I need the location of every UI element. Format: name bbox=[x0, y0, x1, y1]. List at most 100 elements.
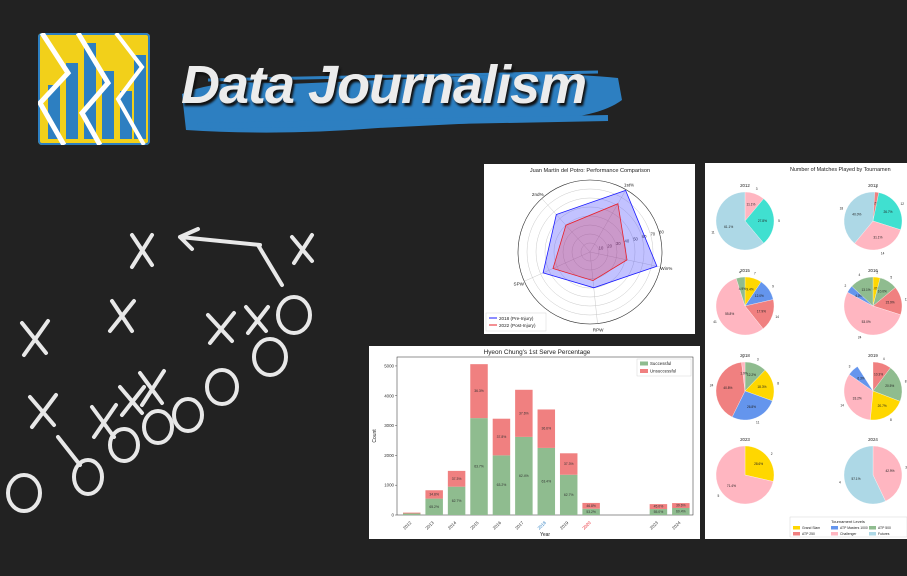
x-tick-label: 2020 bbox=[581, 520, 592, 531]
pie-count-label: 8 bbox=[890, 418, 892, 422]
pie-2015: 2015 9.4% 7 12.0% 9 17.9% 14 55.8% 41 4.9% 4 bbox=[713, 268, 779, 336]
pie-slice bbox=[744, 198, 775, 244]
pie-count-label: 7 bbox=[754, 271, 756, 275]
pie-count-label: 41 bbox=[713, 320, 717, 324]
legend-2022: 2022 (Post-Injury) bbox=[499, 323, 536, 328]
pie-2023: 2023 28.6% 2 71.4% 5 bbox=[715, 437, 775, 505]
pie-2016: 2016 4.0% 2 10.0% 5 15.9% 11 53.0% 24 4.0% 2 13.1% 4 bbox=[843, 268, 907, 339]
pie-slice bbox=[843, 191, 875, 244]
pie-pct-label: 57.1% bbox=[852, 477, 861, 481]
legend-successful: Successful bbox=[650, 361, 671, 366]
pie-pct-label: 6.3% bbox=[857, 376, 864, 380]
radar-series-0 bbox=[542, 189, 658, 289]
pie-2024: 2024 42.9% 3 57.1% 4 bbox=[839, 437, 907, 505]
legend-title: Tournament Levels bbox=[831, 519, 865, 524]
pie-pct-label: 17.9% bbox=[757, 310, 766, 314]
y-tick-label: 0 bbox=[392, 513, 395, 518]
pie-count-label: 1 bbox=[876, 185, 878, 189]
pie-pct-label: 4.9% bbox=[739, 287, 746, 291]
y-tick-label: 3000 bbox=[384, 423, 394, 428]
brush-stroke-decoration bbox=[182, 70, 622, 133]
bar-successful bbox=[582, 508, 600, 515]
pie-pct-label: 12.2% bbox=[747, 373, 756, 377]
pie-year-title: 2012 bbox=[740, 183, 750, 188]
radar-chart-panel: Juan Martín del Potro: Performance Compa… bbox=[484, 164, 695, 334]
x-tick-label: 2019 bbox=[559, 520, 570, 531]
pie-slice bbox=[741, 361, 746, 392]
pie-2019: 2019 10.3% 4 20.5% 8 20.7% 8 33.2% 14 6.3% 3 bbox=[840, 353, 906, 422]
radar-axis-label: Win% bbox=[660, 266, 672, 271]
pie-2012: 2012 11.1% 3 27.8% 5 61.1% 11 bbox=[711, 183, 780, 251]
radar-tick-label: 40 bbox=[625, 239, 630, 244]
pie-pct-label: 53.0% bbox=[862, 320, 871, 324]
pie-count-label: 4 bbox=[859, 273, 861, 277]
pie-count-label: 12 bbox=[901, 202, 905, 206]
radar-ring bbox=[544, 206, 636, 298]
pie-count-label: 11 bbox=[756, 421, 760, 425]
bar-successful bbox=[649, 509, 668, 515]
bar-unsuccessful bbox=[672, 503, 690, 508]
pie-count-label: 3 bbox=[756, 187, 758, 191]
stacked-bar-chart-panel: Hyeon Chung's 1st Serve Percentage 0 1000 2… bbox=[369, 346, 700, 539]
pie-slice bbox=[736, 276, 746, 307]
x-axis-label: Year bbox=[540, 532, 550, 538]
radar-axis-label: 1st% bbox=[624, 182, 634, 187]
x-tick-label: 2024 bbox=[671, 520, 682, 531]
pie-slice bbox=[843, 291, 901, 336]
bar-unsuccessful bbox=[582, 502, 600, 509]
pie-2018: 2018 12.2% 3 18.3% 8 26.8% 11 40.8% 24 1.9% 1 bbox=[710, 353, 780, 425]
chalk-play-diagram bbox=[6, 227, 314, 513]
pie-year-title: 2016 bbox=[868, 268, 878, 273]
pie-pct-label: 15.9% bbox=[886, 301, 895, 305]
pie-count-label: 14 bbox=[840, 403, 844, 407]
radar-axis-label: RPW bbox=[593, 328, 604, 333]
radar-axis-label: 2nd% bbox=[532, 192, 544, 197]
bar-successful bbox=[537, 447, 556, 515]
bar-unsuccessful bbox=[559, 453, 578, 475]
bar-successful bbox=[403, 513, 421, 515]
radar-ring bbox=[562, 224, 618, 280]
pie-slice bbox=[872, 192, 903, 230]
bar-successful bbox=[447, 486, 466, 515]
bar-unsuccessful bbox=[470, 364, 488, 419]
pie-count-label: 2 bbox=[844, 284, 846, 288]
bar-unsuccessful bbox=[649, 504, 668, 510]
pie-count-label: 3 bbox=[757, 357, 759, 361]
pie-pct-label: 71.4% bbox=[727, 484, 736, 488]
pie-count-label: 11 bbox=[711, 231, 715, 235]
pie-pct-label: 33.2% bbox=[853, 396, 862, 400]
radar-axis-label: SPW bbox=[514, 282, 525, 287]
pie-pct-label: 3.2% bbox=[871, 202, 878, 206]
y-axis-label: Count bbox=[372, 429, 378, 443]
bar-data-label: 36.6% bbox=[541, 427, 551, 431]
radar-tick-label: 80 bbox=[659, 229, 664, 234]
pie-year-title: 2019 bbox=[868, 353, 878, 358]
bar-unsuccessful bbox=[515, 389, 533, 437]
x-tick-label: 2012 bbox=[402, 520, 413, 531]
pie-count-label: 4 bbox=[883, 357, 885, 361]
pie-pct-label: 13.1% bbox=[862, 288, 871, 292]
legend-swatch bbox=[869, 532, 876, 536]
radar-tick-label: 10 bbox=[599, 246, 604, 251]
x-tick-label: 2015 bbox=[469, 520, 480, 531]
x-tick-label: 2023 bbox=[649, 520, 660, 531]
y-tick-label: 1000 bbox=[384, 483, 394, 488]
pie-2013: 2013 3.2% 1 26.7% 12 31.1% 14 40.0% 18 bbox=[840, 183, 905, 256]
bar-unsuccessful bbox=[447, 470, 466, 487]
bar-successful bbox=[672, 507, 690, 515]
bar-data-label: 37.6% bbox=[519, 411, 529, 415]
pie-slice bbox=[843, 445, 886, 505]
pie-pct-label: 11.1% bbox=[747, 203, 756, 207]
bar-chart-logo-icon bbox=[38, 33, 150, 145]
bar-data-label: 63.2% bbox=[497, 483, 507, 487]
radar-tick-label: 50 bbox=[633, 236, 638, 241]
pie-pct-label: 31.1% bbox=[873, 236, 882, 240]
pie-year-title: 2018 bbox=[740, 353, 750, 358]
pie-count-label: 2 bbox=[771, 452, 773, 456]
legend-swatch bbox=[793, 526, 800, 530]
brand-title: Data Journalism bbox=[181, 55, 587, 115]
pie-count-label: 24 bbox=[858, 335, 862, 339]
legend-label: Challenger bbox=[840, 532, 857, 536]
legend-swatch bbox=[831, 532, 838, 536]
pie-slice bbox=[849, 366, 874, 392]
